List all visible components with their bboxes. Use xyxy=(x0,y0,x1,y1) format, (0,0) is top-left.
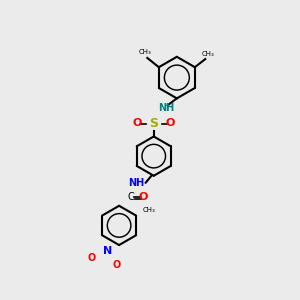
Text: O: O xyxy=(165,118,175,128)
Text: O: O xyxy=(133,118,142,128)
Text: S: S xyxy=(149,117,158,130)
Text: CH₃: CH₃ xyxy=(201,51,214,57)
Text: CH₃: CH₃ xyxy=(139,50,152,56)
Text: O: O xyxy=(113,260,121,270)
Text: CH₃: CH₃ xyxy=(143,207,155,213)
Text: O: O xyxy=(139,191,148,202)
Text: N: N xyxy=(103,246,112,256)
Text: O: O xyxy=(87,253,95,263)
Text: C: C xyxy=(127,191,134,202)
Text: NH: NH xyxy=(128,178,145,188)
Text: NH: NH xyxy=(158,103,175,113)
